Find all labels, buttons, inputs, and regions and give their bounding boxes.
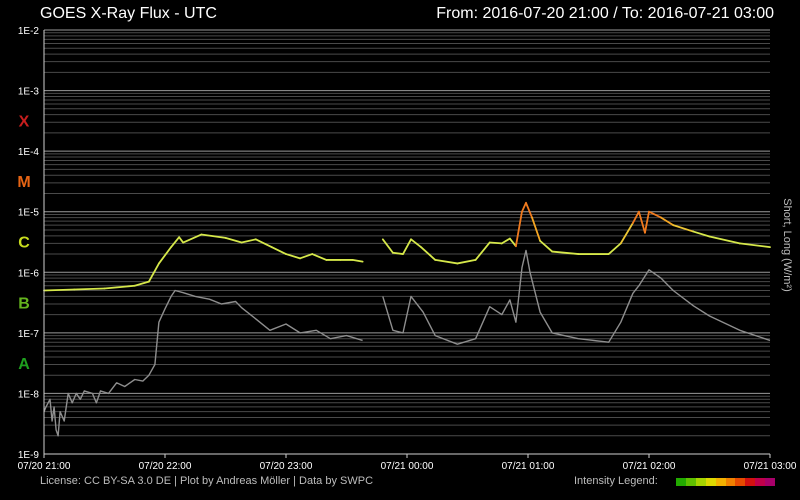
intensity-legend-strip: [676, 478, 776, 486]
legend-color-swatch: [745, 478, 756, 486]
x-tick-label: 07/21 03:00: [744, 461, 797, 472]
series-long-line: [631, 210, 640, 224]
x-tick-label: 07/20 21:00: [18, 461, 71, 472]
series-long-line: [170, 236, 181, 249]
series-long-line: [178, 236, 185, 244]
series-long-line: [619, 222, 634, 245]
license-footer: License: CC BY-SA 3.0 DE | Plot by Andre…: [40, 475, 374, 487]
series-short-line: [382, 249, 771, 345]
flare-class-c-label: C: [18, 235, 30, 252]
series-long-line: [660, 216, 675, 227]
series-long-line: [738, 242, 771, 249]
series-long-line: [402, 238, 412, 255]
x-tick-label: 07/21 01:00: [502, 461, 555, 472]
series-long-line: [638, 210, 646, 234]
y-tick-label: 1E-4: [18, 147, 40, 158]
series-long-line: [299, 253, 314, 260]
x-tick-label: 07/20 22:00: [139, 461, 192, 472]
series-long-line: [285, 253, 302, 260]
series-long-line: [311, 253, 328, 261]
legend-color-swatch: [695, 478, 706, 486]
series-long-line: [240, 238, 257, 244]
series-long-line: [607, 242, 622, 255]
y-tick-label: 1E-8: [18, 389, 40, 400]
y-axis-label: Short, Long (W/m²): [781, 198, 793, 292]
series-long-line: [200, 233, 227, 239]
plot-grid: [44, 29, 770, 455]
series-long-line: [133, 280, 150, 287]
legend-color-swatch: [725, 478, 736, 486]
series-long-line: [456, 259, 477, 265]
plot-axes: 1E-2 1E-3 1E-4 1E-5 1E-6 1E-7 1E-8 1E-907/20 21…: [17, 26, 797, 472]
series-long-line: [420, 246, 437, 261]
series-long-line: [73, 287, 106, 291]
x-tick-label: 07/20 23:00: [260, 461, 313, 472]
series-long-line: [692, 230, 711, 238]
series-long-line: [648, 210, 662, 219]
time-range-label: From: 2016-07-20 21:00 / To: 2016-07-21 …: [436, 5, 774, 22]
series-long-line: [644, 210, 650, 234]
flare-class-m-label: M: [17, 174, 30, 191]
series-long-line: [521, 201, 527, 213]
legend-color-swatch: [755, 478, 766, 486]
x-tick-label: 07/21 02:00: [623, 461, 676, 472]
flare-class-x-label: X: [19, 114, 30, 131]
series-long-line: [158, 246, 172, 265]
legend-color-swatch: [685, 478, 696, 486]
x-tick-label: 07/21 00:00: [381, 461, 434, 472]
series-layer: [43, 201, 771, 437]
legend-color-swatch: [676, 478, 686, 486]
series-long-line: [434, 259, 459, 265]
legend-color-swatch: [765, 478, 776, 486]
series-long-line: [410, 238, 423, 249]
series-long-line: [351, 259, 364, 263]
flare-class-a-label: A: [18, 356, 30, 373]
legend-color-swatch: [715, 478, 726, 486]
legend-color-swatch: [705, 478, 716, 486]
series-long-line: [525, 201, 533, 219]
series-long-line: [708, 235, 741, 245]
y-tick-label: 1E-7: [18, 329, 40, 340]
series-long-line: [147, 262, 160, 283]
series-long-line: [488, 241, 503, 245]
series-long-line: [508, 237, 517, 248]
series-long-line: [103, 284, 136, 290]
series-long-line: [474, 241, 491, 261]
series-short-line: [43, 289, 363, 437]
series-long-line: [254, 238, 273, 249]
series-long-line: [515, 210, 523, 248]
series-long-line: [539, 239, 554, 253]
y-tick-label: 1E-9: [18, 450, 40, 461]
y-tick-label: 1E-3: [18, 87, 40, 98]
series-long-line: [531, 216, 541, 242]
series-long-line: [182, 233, 203, 244]
series-long-line: [224, 236, 243, 244]
legend-color-swatch: [735, 478, 746, 486]
y-tick-label: 1E-2: [18, 26, 40, 37]
series-long-line: [551, 250, 580, 255]
y-tick-label: 1E-5: [18, 208, 40, 219]
chart-title: GOES X-Ray Flux - UTC: [40, 5, 217, 22]
series-long-line: [391, 251, 404, 255]
y-tick-label: 1E-6: [18, 268, 40, 279]
flare-class-b-label: B: [18, 295, 30, 312]
intensity-legend-label: Intensity Legend:: [574, 475, 658, 487]
series-long-line: [270, 246, 287, 255]
series-long-line: [672, 224, 695, 233]
series-long-line: [500, 237, 511, 245]
series-long-line: [381, 238, 394, 254]
series-long-line: [43, 288, 76, 292]
